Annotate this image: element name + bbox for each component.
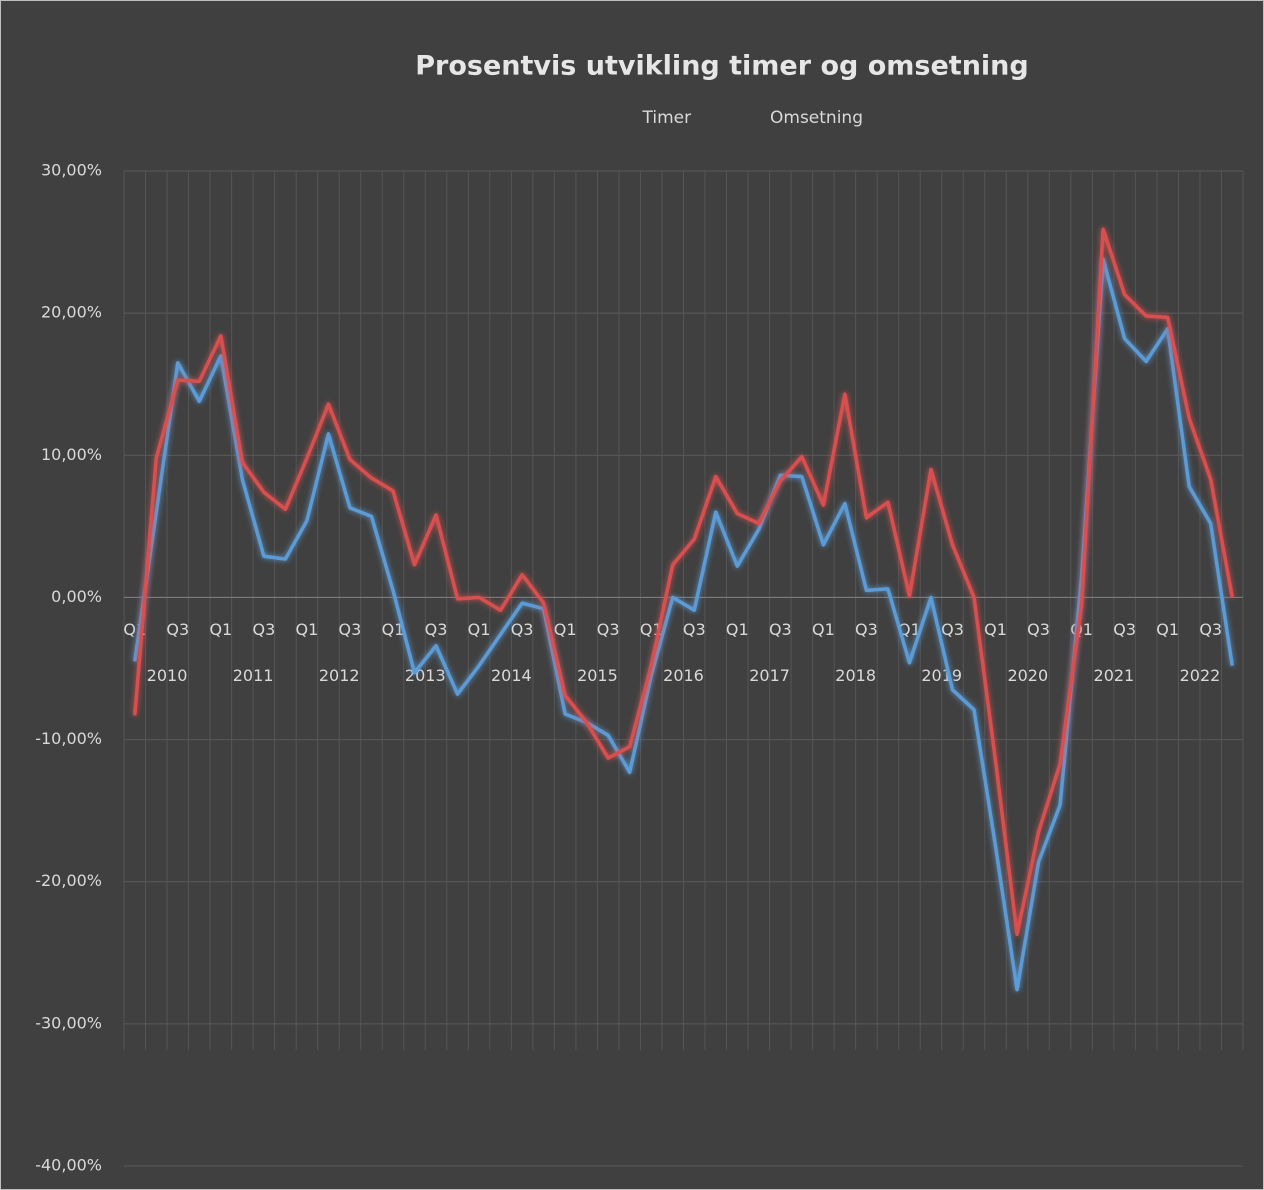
x-tick-label: Q1 (726, 620, 749, 639)
x-group-label: 2011 (233, 666, 274, 685)
y-tick-label: -30,00% (35, 1013, 102, 1032)
x-tick-label: Q3 (252, 620, 275, 639)
y-tick-label: -20,00% (35, 871, 102, 890)
chart-title: Prosentvis utvikling timer og omsetning (415, 51, 1029, 82)
x-tick-label: Q3 (1113, 620, 1136, 639)
x-tick-label: Q1 (554, 620, 577, 639)
y-tick-label: -10,00% (35, 729, 102, 748)
x-tick-label: Q3 (1027, 620, 1050, 639)
x-tick-label: Q3 (1199, 620, 1222, 639)
legend-label: Omsetning (770, 108, 863, 128)
x-group-label: 2019 (921, 666, 962, 685)
x-tick-label: Q1 (898, 620, 921, 639)
x-tick-label: Q1 (296, 620, 319, 639)
x-tick-label: Q1 (1156, 620, 1179, 639)
x-group-label: 2014 (491, 666, 532, 685)
y-tick-label: 0,00% (51, 587, 102, 606)
x-tick-label: Q3 (597, 620, 620, 639)
x-tick-label: Q3 (683, 620, 706, 639)
x-tick-label: Q3 (166, 620, 189, 639)
x-tick-label: Q3 (339, 620, 362, 639)
x-tick-label: Q3 (769, 620, 792, 639)
x-tick-label: Q1 (209, 620, 232, 639)
x-tick-label: Q1 (468, 620, 491, 639)
x-tick-label: Q1 (1070, 620, 1093, 639)
series-line (133, 257, 1234, 992)
x-group-label: 2010 (147, 666, 188, 685)
y-tick-label: 10,00% (41, 445, 102, 464)
x-tick-label: Q1 (984, 620, 1007, 639)
x-group-label: 2013 (405, 666, 446, 685)
y-tick-label: -40,00% (35, 1156, 102, 1175)
x-tick-label: Q1 (812, 620, 835, 639)
y-tick-label: 20,00% (41, 303, 102, 322)
x-tick-label: Q3 (511, 620, 534, 639)
series-line (133, 227, 1234, 937)
x-group-label: 2016 (663, 666, 704, 685)
x-group-label: 2015 (577, 666, 618, 685)
x-group-label: 2020 (1007, 666, 1048, 685)
x-group-label: 2021 (1094, 666, 1135, 685)
x-tick-label: Q3 (855, 620, 878, 639)
x-group-label: 2012 (319, 666, 360, 685)
x-tick-label: Q3 (941, 620, 964, 639)
y-tick-label: 30,00% (41, 161, 102, 180)
x-tick-label: Q1 (382, 620, 405, 639)
x-tick-label: Q3 (425, 620, 448, 639)
x-group-label: 2022 (1180, 666, 1221, 685)
legend-label: Timer (642, 108, 692, 128)
x-group-label: 2017 (749, 666, 790, 685)
x-group-label: 2018 (835, 666, 876, 685)
